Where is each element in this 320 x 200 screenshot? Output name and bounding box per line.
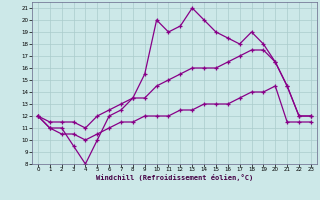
- X-axis label: Windchill (Refroidissement éolien,°C): Windchill (Refroidissement éolien,°C): [96, 174, 253, 181]
